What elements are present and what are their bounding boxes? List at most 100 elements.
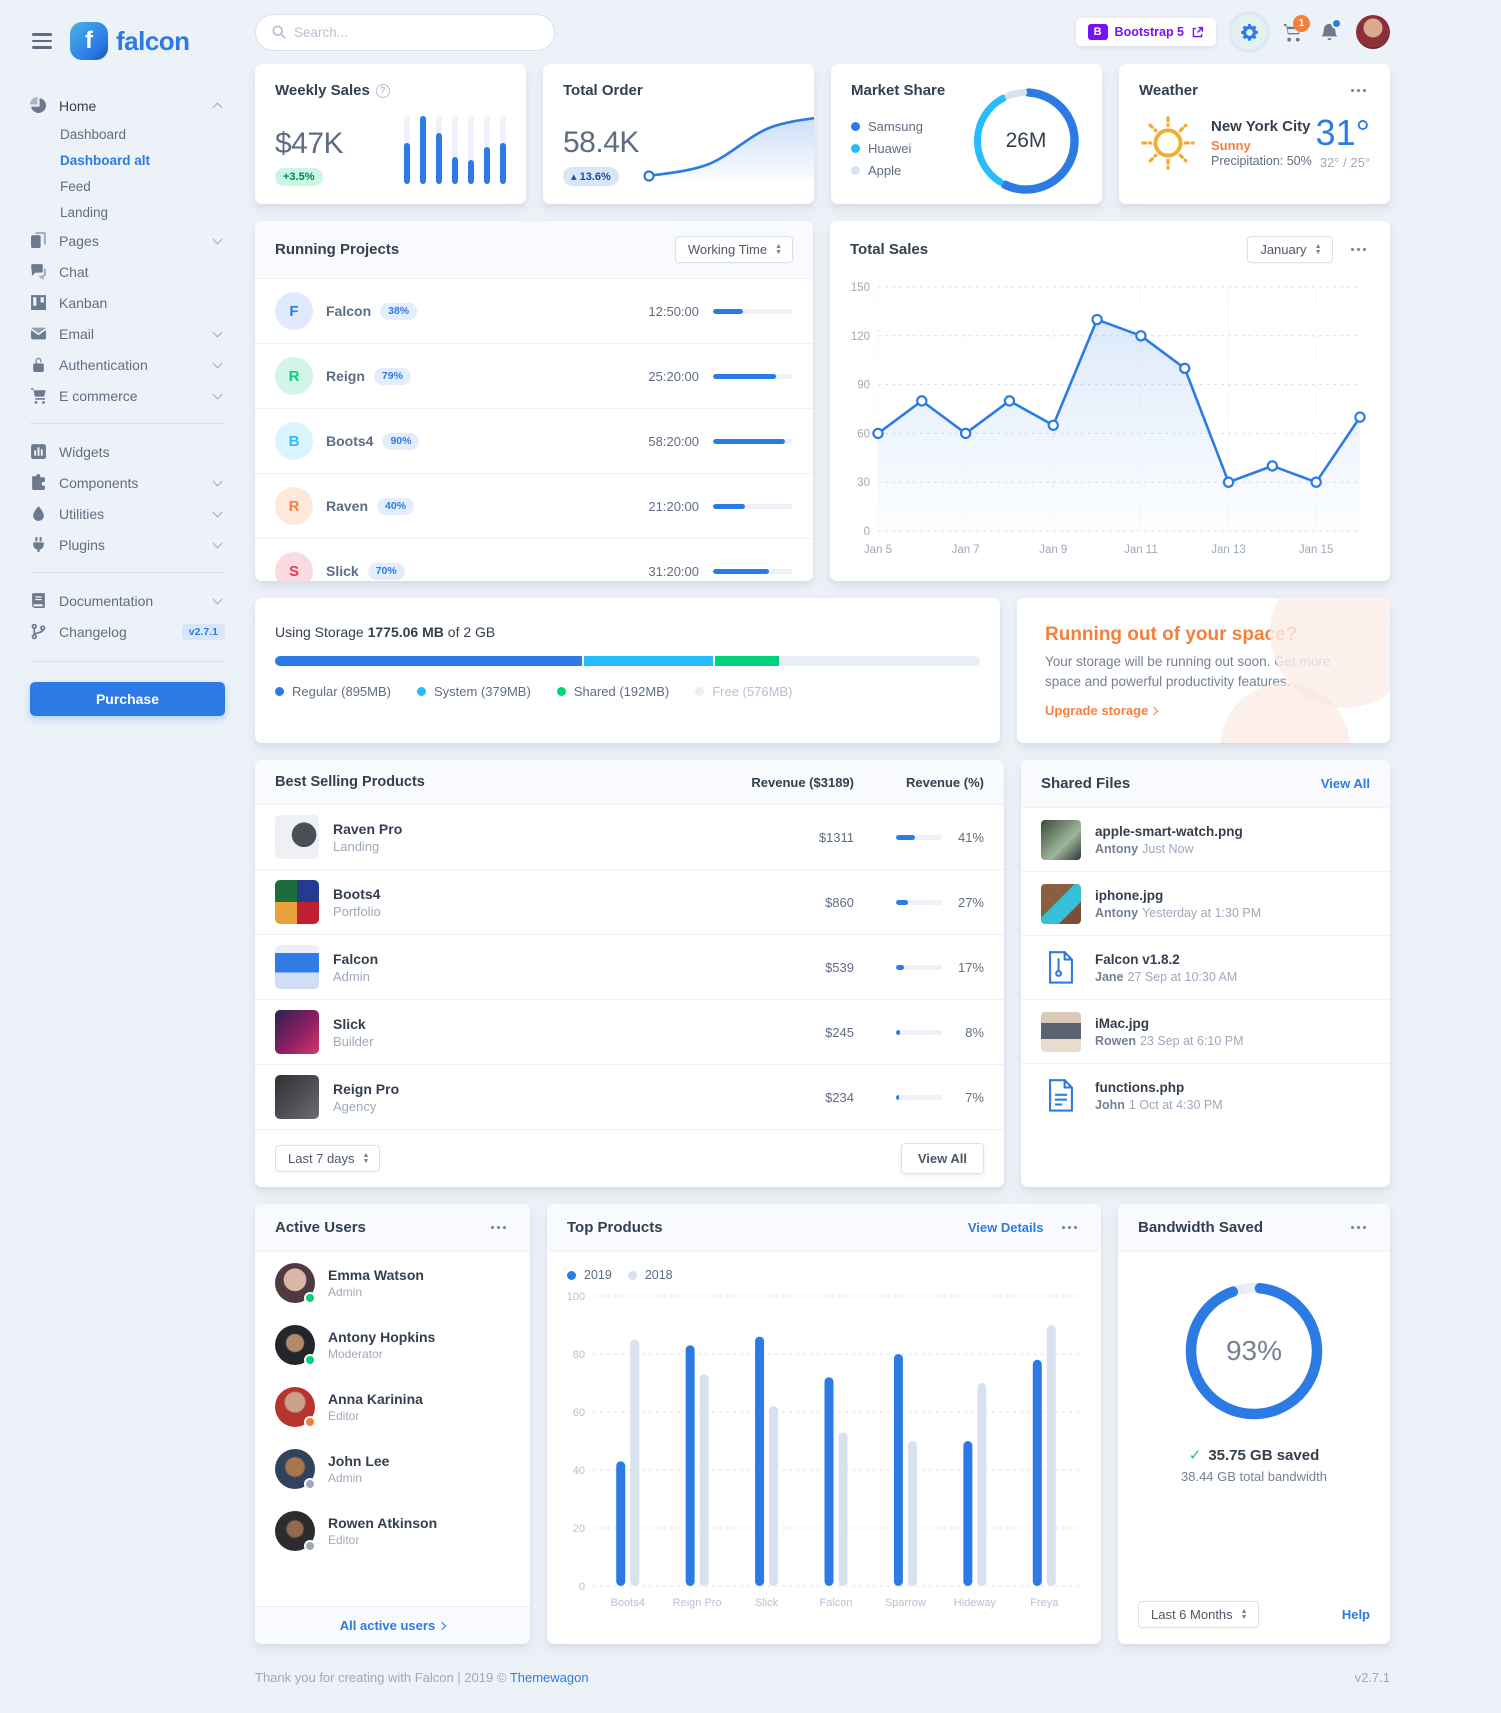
view-all-button[interactable]: View All bbox=[900, 1143, 984, 1174]
total-sales-menu-button[interactable] bbox=[1347, 244, 1371, 256]
file-name[interactable]: functions.php bbox=[1095, 1079, 1185, 1095]
bandwidth-menu-button[interactable] bbox=[1347, 1222, 1371, 1234]
svg-text:20: 20 bbox=[573, 1523, 585, 1535]
project-row: B Boots4 90% 58:20:00 bbox=[255, 409, 813, 474]
user-avatar[interactable] bbox=[275, 1449, 316, 1490]
settings-button[interactable] bbox=[1232, 15, 1266, 49]
chevron-down-icon bbox=[212, 389, 223, 399]
product-type: Builder bbox=[333, 1033, 374, 1049]
sidebar-subitem-landing[interactable]: Landing bbox=[60, 204, 109, 220]
sidebar-subitem-feed[interactable]: Feed bbox=[60, 178, 91, 194]
file-name[interactable]: iMac.jpg bbox=[1095, 1015, 1150, 1031]
chevron-down-icon bbox=[212, 594, 223, 604]
legend-item: Regular (895MB) bbox=[275, 684, 391, 699]
shared-files-view-all-link[interactable]: View All bbox=[1320, 776, 1370, 791]
help-link[interactable]: Help bbox=[1341, 1607, 1370, 1622]
project-name[interactable]: Falcon bbox=[326, 303, 372, 319]
all-active-users-link[interactable]: All active users bbox=[255, 1606, 530, 1644]
sidebar-item-e-commerce[interactable]: E commerce bbox=[30, 380, 225, 411]
sidebar-item-label: Plugins bbox=[59, 536, 105, 553]
bandwidth-gauge bbox=[1185, 1282, 1323, 1420]
top-products-menu-button[interactable] bbox=[1058, 1222, 1082, 1234]
sidebar-item-pages[interactable]: Pages bbox=[30, 225, 225, 256]
sidebar-subitem-dashboard[interactable]: Dashboard bbox=[60, 126, 127, 142]
user-avatar[interactable] bbox=[1356, 15, 1390, 49]
user-name[interactable]: Rowen Atkinson bbox=[328, 1515, 438, 1531]
sidebar-item-documentation[interactable]: Documentation bbox=[30, 585, 225, 616]
sidebar-item-kanban[interactable]: Kanban bbox=[30, 287, 225, 318]
sidebar-item-plugins[interactable]: Plugins bbox=[30, 529, 225, 560]
external-link-icon bbox=[1192, 26, 1204, 37]
sidebar-item-label: Widgets bbox=[59, 443, 110, 460]
view-details-link[interactable]: View Details bbox=[967, 1220, 1044, 1235]
active-users-menu-button[interactable] bbox=[487, 1222, 511, 1234]
top-products-legend: 2019 2018 bbox=[547, 1252, 1101, 1282]
user-avatar[interactable] bbox=[275, 1387, 316, 1428]
last-6-months-select[interactable]: Last 6 Months ▲ ▼ bbox=[1138, 1601, 1259, 1628]
shared-files-title: Shared Files bbox=[1041, 775, 1131, 792]
user-name[interactable]: John Lee bbox=[328, 1453, 390, 1469]
product-name[interactable]: Falcon bbox=[333, 950, 379, 967]
project-name[interactable]: Raven bbox=[326, 498, 369, 514]
project-pct-badge: 90% bbox=[382, 432, 420, 450]
svg-text:Jan 7: Jan 7 bbox=[952, 544, 980, 556]
user-avatar[interactable] bbox=[275, 1325, 316, 1366]
last-7-days-select[interactable]: Last 7 days ▲ ▼ bbox=[275, 1145, 381, 1172]
help-icon[interactable]: ? bbox=[375, 83, 390, 98]
status-dot bbox=[304, 1292, 316, 1304]
working-time-select[interactable]: Working Time ▲ ▼ bbox=[674, 236, 793, 263]
product-name[interactable]: Slick bbox=[333, 1015, 366, 1032]
running-projects-title: Running Projects bbox=[275, 241, 400, 258]
notifications-button[interactable] bbox=[1319, 17, 1342, 43]
cart-button[interactable]: 1 bbox=[1282, 14, 1310, 43]
sidebar-item-changelog[interactable]: Changelog v2.7.1 bbox=[30, 616, 225, 647]
file-name[interactable]: Falcon v1.8.2 bbox=[1095, 951, 1180, 967]
legend-dot bbox=[851, 121, 860, 131]
col-revenue-pct: Revenue (%) bbox=[905, 774, 984, 790]
best-selling-list: Raven Pro Landing $1311 41% Boots4 Portf… bbox=[255, 805, 1004, 1130]
project-name[interactable]: Boots4 bbox=[326, 433, 374, 449]
search-input[interactable] bbox=[294, 24, 538, 40]
product-type: Landing bbox=[333, 838, 380, 854]
product-name[interactable]: Raven Pro bbox=[333, 820, 403, 837]
project-name[interactable]: Reign bbox=[326, 368, 365, 384]
user-name[interactable]: Anna Karinina bbox=[328, 1391, 423, 1407]
sidebar-item-email[interactable]: Email bbox=[30, 318, 225, 349]
product-pct-text: 7% bbox=[965, 1089, 984, 1105]
version-badge: v2.7.1 bbox=[181, 623, 225, 640]
sidebar-item-widgets[interactable]: Widgets bbox=[30, 436, 225, 467]
weather-menu-button[interactable] bbox=[1347, 85, 1371, 97]
user-avatar[interactable] bbox=[275, 1511, 316, 1552]
project-time: 21:20:00 bbox=[648, 498, 699, 514]
sidebar-item-utilities[interactable]: Utilities bbox=[30, 498, 225, 529]
chevron-right-icon bbox=[437, 1621, 447, 1631]
product-name[interactable]: Reign Pro bbox=[333, 1080, 400, 1097]
storage-segment bbox=[275, 656, 584, 666]
sidebar-item-components[interactable]: Components bbox=[30, 467, 225, 498]
sidebar-item-chat[interactable]: Chat bbox=[30, 256, 225, 287]
book-icon bbox=[30, 592, 47, 609]
col-revenue: Revenue ($3189) bbox=[751, 774, 854, 790]
sidebar-item-home[interactable]: Home bbox=[30, 90, 225, 121]
upgrade-storage-link[interactable]: Upgrade storage bbox=[1045, 703, 1362, 718]
product-name[interactable]: Boots4 bbox=[333, 885, 381, 902]
search-box[interactable] bbox=[255, 13, 555, 51]
file-name[interactable]: apple-smart-watch.png bbox=[1095, 823, 1243, 839]
sidebar-item-label: Chat bbox=[59, 263, 89, 280]
file-name[interactable]: iphone.jpg bbox=[1095, 887, 1164, 903]
hamburger-menu-icon[interactable] bbox=[30, 29, 54, 53]
chevron-down-icon bbox=[212, 234, 223, 244]
user-avatar[interactable] bbox=[275, 1263, 316, 1304]
project-name[interactable]: Slick bbox=[326, 563, 359, 579]
user-name[interactable]: Antony Hopkins bbox=[328, 1329, 436, 1345]
user-name[interactable]: Emma Watson bbox=[328, 1267, 424, 1283]
bootstrap5-button[interactable]: B Bootstrap 5 bbox=[1075, 18, 1216, 46]
sidebar-item-label: E commerce bbox=[59, 387, 138, 404]
sidebar-item-authentication[interactable]: Authentication bbox=[30, 349, 225, 380]
themewagon-link[interactable]: Themewagon bbox=[509, 1670, 589, 1685]
falcon-logo[interactable]: falcon bbox=[70, 22, 190, 60]
month-select[interactable]: January ▲ ▼ bbox=[1247, 236, 1333, 263]
sidebar-subitem-dashboard-alt[interactable]: Dashboard alt bbox=[60, 152, 151, 168]
purchase-button[interactable]: Purchase bbox=[30, 682, 225, 716]
legend-dot bbox=[851, 165, 860, 175]
